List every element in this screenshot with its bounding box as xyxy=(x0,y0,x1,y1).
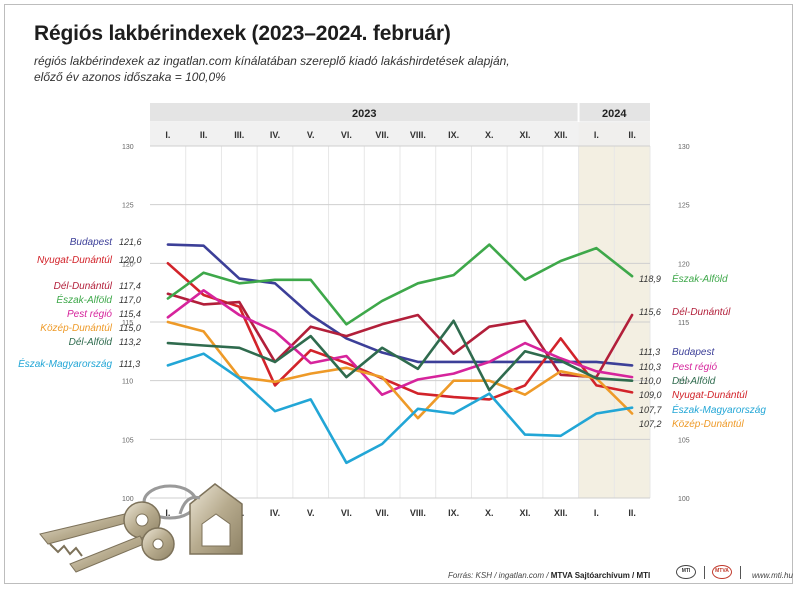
source-credit: Forrás: KSH / ingatlan.com / MTVA Sajtóa… xyxy=(448,571,650,580)
series-end-value: 115,6 xyxy=(639,307,661,317)
series-line-7 xyxy=(166,352,634,465)
month-header-bar xyxy=(150,122,650,146)
x-tick-label-bottom: X. xyxy=(485,508,494,518)
archive-credit: MTVA Sajtóarchívum / MTI xyxy=(550,571,651,580)
series-start-value: 117,0 xyxy=(119,295,141,305)
y-tick-label-right: 125 xyxy=(678,203,690,210)
x-tick-label-top: I. xyxy=(594,130,599,140)
chart-title: Régiós lakbérindexek (2023–2024. február… xyxy=(34,22,451,45)
series-end-value: 118,9 xyxy=(639,274,661,284)
series-start-name: Nyugat-Dunántúl xyxy=(37,255,113,266)
x-tick-label-top: XII. xyxy=(554,130,568,140)
series-start-name: Pest régió xyxy=(67,309,112,320)
x-tick-label-bottom: XII. xyxy=(554,508,568,518)
series-end-value: 110,0 xyxy=(639,376,661,386)
x-tick-label-bottom: XI. xyxy=(519,508,530,518)
y-tick-label-left: 105 xyxy=(122,437,134,444)
x-tick-label-bottom: IV. xyxy=(270,508,280,518)
y-tick-label-right: 100 xyxy=(678,496,690,503)
series-start-name: Dél-Dunántúl xyxy=(54,281,113,292)
y-tick-label-left: 100 xyxy=(122,496,134,503)
x-tick-label-top: X. xyxy=(485,130,494,140)
series-start-name: Észak-Alföld xyxy=(56,293,112,306)
y-tick-label-right: 110 xyxy=(678,379,689,386)
chart-subtitle: régiós lakbérindexek az ingatlan.com kín… xyxy=(34,53,510,85)
series-start-name: Budapest xyxy=(70,237,113,248)
series-end-name: Észak-Alföld xyxy=(672,272,728,285)
series-end-name: Dél-Dunántúl xyxy=(672,307,731,318)
y-tick-label-right: 115 xyxy=(678,320,689,327)
y-tick-label-right: 130 xyxy=(678,144,690,151)
figure-frame xyxy=(4,4,793,584)
x-tick-label-bottom: VII. xyxy=(375,508,389,518)
y-tick-label-right: 120 xyxy=(678,261,690,268)
year-label: 2024 xyxy=(602,108,627,120)
mtva-logo-icon: MTVA xyxy=(712,565,732,579)
x-tick-label-bottom: V. xyxy=(307,508,315,518)
series-line-3 xyxy=(166,243,634,326)
series-start-value: 121,6 xyxy=(119,237,142,247)
keys-illustration-icon xyxy=(39,483,243,573)
y-tick-label-right: 105 xyxy=(678,437,690,444)
series-end-value: 109,0 xyxy=(639,390,662,400)
series-end-value: 110,3 xyxy=(639,362,661,372)
line-chart: 20232024I.I.II.II.III.III.IV.IV.V.V.VI.V… xyxy=(18,103,766,518)
series-end-value: 111,3 xyxy=(639,347,660,357)
source-text: Forrás: KSH / ingatlan.com / xyxy=(448,571,551,580)
series-start-value: 120,0 xyxy=(119,255,142,265)
year-label: 2023 xyxy=(352,108,376,120)
y-tick-label-left: 110 xyxy=(122,379,133,386)
series-start-value: 115,4 xyxy=(119,309,141,319)
website-link[interactable]: www.mti.hu xyxy=(752,571,793,580)
x-tick-label-bottom: VIII. xyxy=(410,508,426,518)
y-tick-label-left: 125 xyxy=(122,203,134,210)
series-end-name: Közép-Dunántúl xyxy=(672,419,744,430)
series-start-name: Dél-Alföld xyxy=(69,337,113,348)
series-line-5 xyxy=(166,320,634,420)
x-tick-label-bottom: VI. xyxy=(341,508,352,518)
x-tick-label-top: IV. xyxy=(270,130,280,140)
y-tick-label-left: 130 xyxy=(122,144,134,151)
x-tick-label-top: VIII. xyxy=(410,130,426,140)
series-start-name: Észak-Magyarország xyxy=(18,357,112,370)
x-tick-label-top: V. xyxy=(307,130,315,140)
x-tick-label-bottom: IX. xyxy=(448,508,459,518)
series-end-name: Észak-Magyarország xyxy=(672,403,766,416)
x-tick-label-top: II. xyxy=(200,130,208,140)
subtitle-line-2: előző év azonos időszaka = 100,0% xyxy=(34,70,226,84)
series-end-name: Budapest xyxy=(672,347,715,358)
series-start-value: 117,4 xyxy=(119,281,141,291)
x-tick-label-top: III. xyxy=(234,130,244,140)
series-end-name: Pest régió xyxy=(672,362,717,373)
series-end-name: Dél-Alföld xyxy=(672,376,716,387)
series-end-value: 107,7 xyxy=(639,405,663,415)
footer-divider xyxy=(740,566,741,579)
series-line-6 xyxy=(166,319,634,392)
x-tick-label-top: VI. xyxy=(341,130,352,140)
x-tick-label-top: I. xyxy=(165,130,170,140)
footer-divider xyxy=(704,566,705,579)
mti-logo-icon: MTI xyxy=(676,565,696,579)
x-tick-label-top: VII. xyxy=(375,130,389,140)
x-tick-label-bottom: I. xyxy=(594,508,599,518)
year-header-bar xyxy=(150,103,650,122)
x-tick-label-bottom: I. xyxy=(165,508,170,518)
subtitle-line-1: régiós lakbérindexek az ingatlan.com kín… xyxy=(34,54,510,68)
x-tick-label-top: II. xyxy=(628,130,636,140)
y-tick-label-left: 120 xyxy=(122,261,134,268)
series-start-value: 111,3 xyxy=(119,359,140,369)
series-start-name: Közép-Dunántúl xyxy=(40,323,112,334)
series-start-value: 115,0 xyxy=(119,323,141,333)
x-tick-label-top: XI. xyxy=(519,130,530,140)
series-line-2 xyxy=(166,292,634,379)
series-end-name: Nyugat-Dunántúl xyxy=(672,390,748,401)
x-tick-label-bottom: II. xyxy=(628,508,636,518)
series-end-value: 107,2 xyxy=(639,419,662,429)
y-tick-label-left: 115 xyxy=(122,320,133,327)
series-line-4 xyxy=(166,288,634,397)
series-start-value: 113,2 xyxy=(119,337,141,347)
x-tick-label-top: IX. xyxy=(448,130,459,140)
